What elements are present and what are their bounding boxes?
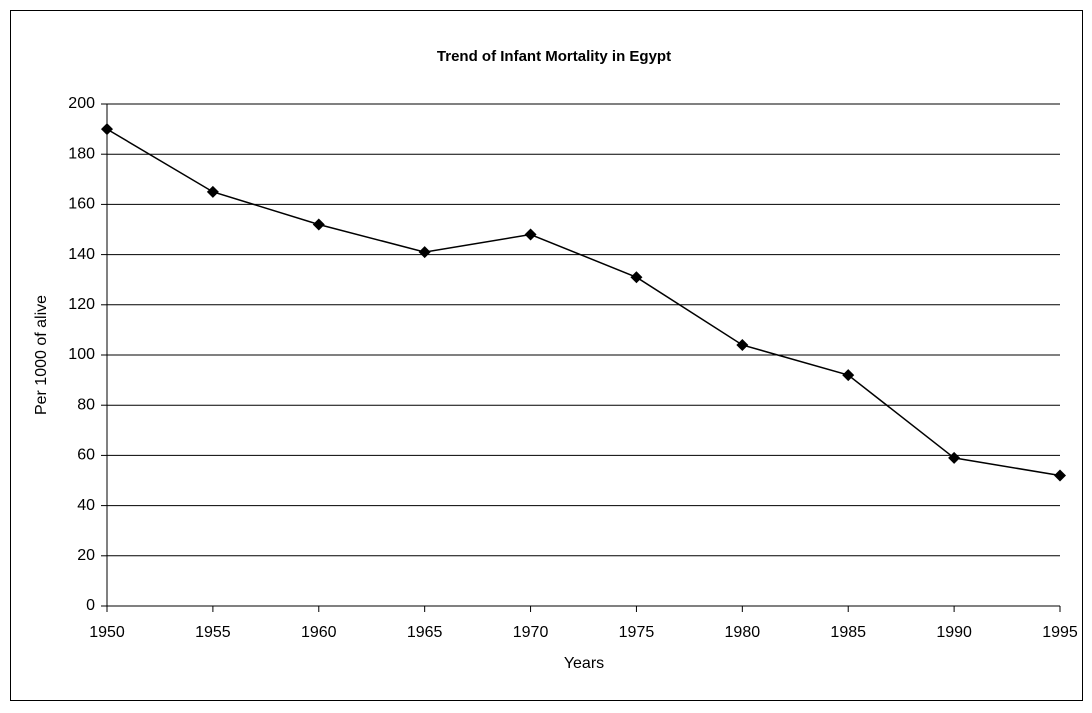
- x-tick-label: 1965: [407, 624, 443, 641]
- x-tick-label: 1990: [936, 624, 972, 641]
- data-marker: [630, 271, 643, 284]
- x-axis-label: Years: [564, 655, 604, 672]
- x-tick-label: 1960: [301, 624, 337, 641]
- data-marker: [418, 246, 431, 259]
- chart-title: Trend of Infant Mortality in Egypt: [437, 48, 671, 65]
- x-tick-label: 1995: [1042, 624, 1078, 641]
- y-tick-label: 180: [68, 145, 95, 162]
- y-tick-label: 0: [86, 597, 95, 614]
- x-tick-label: 1985: [830, 624, 866, 641]
- x-tick-label: 1980: [725, 624, 761, 641]
- data-marker: [842, 369, 855, 382]
- data-marker: [524, 228, 537, 241]
- x-tick-label: 1975: [619, 624, 655, 641]
- y-tick-label: 160: [68, 196, 95, 213]
- y-tick-label: 120: [68, 296, 95, 313]
- data-line: [106, 128, 1061, 477]
- data-marker: [101, 123, 113, 136]
- data-marker: [206, 185, 219, 198]
- data-marker: [736, 338, 749, 351]
- y-tick-label: 140: [68, 246, 95, 263]
- y-tick-label: 100: [68, 346, 95, 363]
- data-marker: [1054, 469, 1066, 482]
- y-axis-label: Per 1000 of alive: [33, 295, 50, 415]
- y-tick-label: 60: [77, 447, 95, 464]
- x-tick-label: 1955: [195, 624, 231, 641]
- data-marker: [948, 451, 961, 464]
- y-tick-label: 80: [77, 396, 95, 413]
- x-tick-label: 1970: [513, 624, 549, 641]
- y-tick-label: 20: [77, 547, 95, 564]
- x-tick-label: 1950: [89, 624, 125, 641]
- data-marker: [312, 218, 325, 231]
- y-tick-label: 200: [68, 95, 95, 112]
- y-tick-label: 40: [77, 497, 95, 514]
